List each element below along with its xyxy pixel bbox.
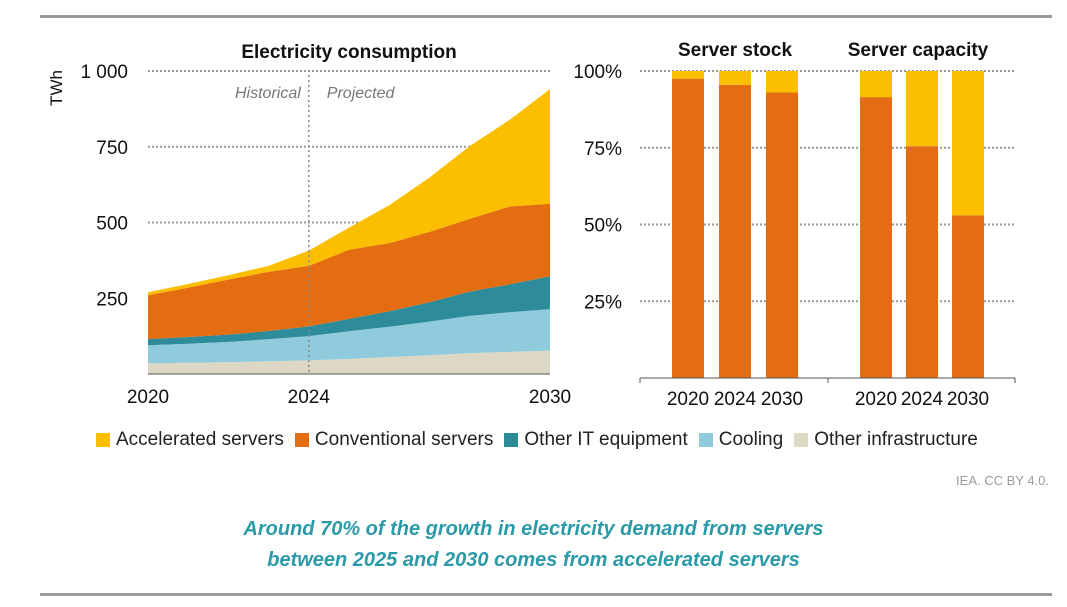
area-accelerated-servers	[148, 89, 550, 296]
chart-area: Electricity consumption TWh 250 500 750 1 000…	[47, 40, 1016, 410]
x-tick-label: 2020	[127, 387, 169, 408]
server-stock-bar-2030-conventional-servers	[766, 92, 798, 379]
top-rule	[40, 15, 1052, 18]
y-tick-label: 500	[96, 214, 128, 235]
legend-swatch-cooling	[698, 433, 713, 447]
legend-item-cooling: Cooling	[698, 429, 784, 451]
chart-caption: Around 70% of the growth in electricity …	[0, 514, 1067, 576]
server-stock-x-label: 2020	[667, 389, 709, 410]
y-tick-label: 50%	[584, 216, 622, 237]
server-capacity-bar-2030-accelerated-servers	[952, 71, 984, 216]
server-stock-bar-2030-accelerated-servers	[766, 71, 798, 93]
legend-label: Other IT equipment	[524, 429, 688, 450]
legend-swatch-accelerated	[96, 433, 110, 447]
server-capacity-bar-2024-accelerated-servers	[906, 71, 938, 147]
server-stock-bar-2024-accelerated-servers	[719, 71, 751, 85]
projected-label: Projected	[327, 85, 396, 102]
legend-label: Other infrastructure	[814, 429, 978, 450]
x-tick-label: 2030	[529, 387, 571, 408]
server-stock-x-label: 2024	[714, 389, 757, 410]
server-stock-title: Server stock	[678, 40, 793, 61]
legend-swatch-other-it	[504, 433, 519, 447]
legend-item-other-it-equipment: Other IT equipment	[504, 429, 688, 451]
area-cooling	[148, 309, 550, 364]
server-capacity-bar-2024-conventional-servers	[906, 146, 938, 378]
y-tick-label: 750	[96, 138, 128, 159]
legend-item-conventional-servers: Conventional servers	[294, 429, 494, 451]
y-axis-label: TWh	[47, 70, 66, 106]
y-tick-label: 1 000	[80, 62, 128, 83]
area-conventional-servers	[148, 203, 550, 340]
server-capacity-bar-2020-conventional-servers	[860, 97, 892, 378]
server-capacity-bar-2020-accelerated-servers	[860, 71, 892, 98]
server-capacity-x-label: 2020	[855, 389, 897, 410]
legend-swatch-conventional	[294, 433, 309, 447]
server-capacity-title: Server capacity	[848, 40, 989, 61]
bottom-rule	[40, 593, 1052, 596]
area-chart-title: Electricity consumption	[241, 42, 456, 63]
legend-label: Cooling	[718, 429, 784, 450]
caption-line-1: Around 70% of the growth in electricity …	[243, 518, 824, 540]
server-stock-bar-2020-accelerated-servers	[672, 71, 704, 79]
server-stock-bar-2020-conventional-servers	[672, 78, 704, 379]
legend-swatch-other-infra	[794, 433, 809, 447]
legend-label: Accelerated servers	[116, 429, 284, 450]
server-stock-bar-2024-conventional-servers	[719, 84, 751, 378]
legend-label: Conventional servers	[314, 429, 494, 450]
historical-label: Historical	[235, 85, 301, 102]
legend-item-accelerated-servers: Accelerated servers	[96, 429, 284, 451]
y-tick-label: 100%	[573, 62, 622, 83]
server-capacity-x-label: 2024	[901, 389, 944, 410]
y-tick-label: 75%	[584, 139, 622, 160]
source-credit: IEA. CC BY 4.0.	[956, 473, 1049, 488]
legend-item-other-infrastructure: Other infrastructure	[794, 429, 978, 451]
x-tick-label: 2024	[288, 387, 331, 408]
area-other-it-equipment	[148, 276, 550, 346]
caption-line-2: between 2025 and 2030 comes from acceler…	[267, 549, 800, 571]
y-tick-label: 250	[96, 289, 128, 310]
y-tick-label: 25%	[584, 292, 622, 313]
server-stock-x-label: 2030	[761, 389, 803, 410]
legend: Accelerated servers Conventional servers…	[96, 429, 989, 451]
area-other-infrastructure	[148, 350, 550, 374]
server-capacity-x-label: 2030	[947, 389, 989, 410]
server-capacity-bar-2030-conventional-servers	[952, 215, 984, 378]
